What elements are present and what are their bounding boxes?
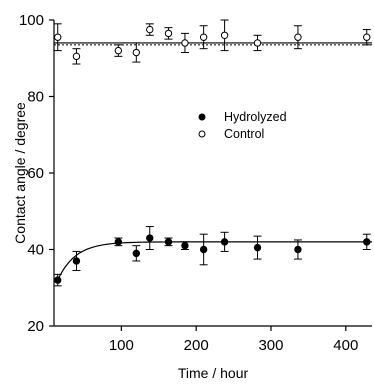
data-point-control (253, 34, 262, 52)
marker-control (294, 33, 302, 41)
marker-control (146, 25, 154, 34)
y-tick-label: 60 (27, 165, 44, 182)
data-point-hydrolyzed (253, 235, 262, 260)
data-point-control (145, 23, 154, 36)
ticks: 100 200 300 400 20 40 60 80 100 (19, 12, 358, 354)
y-tick-label: 40 (27, 242, 44, 259)
data-point-hydrolyzed (132, 245, 141, 262)
marker-hydrolyzed (72, 257, 81, 265)
x-tick-label: 400 (333, 337, 358, 354)
data-point-hydrolyzed (199, 233, 208, 266)
marker-hydrolyzed (181, 241, 189, 250)
data-point-control (362, 29, 371, 46)
data-point-control (293, 25, 302, 50)
reference-lines (54, 42, 372, 46)
marker-hydrolyzed (363, 238, 371, 246)
marker-hydrolyzed (132, 249, 141, 258)
marker-hydrolyzed (164, 238, 173, 246)
y-axis-title: Contact angle / degree (12, 102, 28, 244)
marker-hydrolyzed (199, 245, 208, 254)
fit-line (57, 241, 372, 281)
marker-control (72, 52, 81, 61)
data-point-control (114, 44, 123, 57)
marker-control (181, 39, 189, 47)
marker-control (54, 33, 62, 41)
legend: Hydrolyzed Control (198, 110, 287, 141)
marker-hydrolyzed (294, 245, 302, 254)
data-point-hydrolyzed (145, 226, 154, 250)
marker-control (363, 33, 371, 41)
data-point-hydrolyzed (114, 237, 123, 247)
marker-control (132, 48, 141, 57)
data-point-control (53, 23, 62, 52)
data-point-hydrolyzed (293, 239, 302, 260)
marker-control (220, 31, 229, 39)
marker-hydrolyzed (146, 234, 154, 242)
data-point-hydrolyzed (72, 250, 81, 272)
legend-label-control: Control (224, 127, 264, 141)
y-tick-label: 80 (27, 89, 44, 106)
data-point-hydrolyzed (362, 233, 371, 250)
marker-control (253, 39, 262, 47)
marker-control (114, 46, 123, 55)
data-point-hydrolyzed (180, 241, 189, 250)
data-point-control (72, 48, 81, 65)
data-point-hydrolyzed (164, 237, 173, 247)
x-axis-title: Time / hour (178, 365, 249, 381)
data-point-control (199, 25, 208, 50)
marker-hydrolyzed (114, 238, 123, 246)
marker-control (199, 33, 208, 41)
y-tick-label: 20 (27, 318, 44, 335)
data-point-control (132, 42, 141, 63)
x-tick-label: 300 (258, 337, 283, 354)
legend-marker-control (198, 130, 206, 138)
x-tick-label: 100 (109, 337, 134, 354)
y-tick-label: 100 (19, 12, 44, 29)
data-point-control (180, 32, 189, 54)
data-point-hydrolyzed (220, 231, 229, 252)
marker-control (164, 29, 173, 38)
data-point-control (164, 27, 173, 40)
data-point-hydrolyzed (53, 273, 62, 287)
legend-label-hydrolyzed: Hydrolyzed (224, 110, 287, 124)
marker-hydrolyzed (253, 243, 262, 252)
marker-hydrolyzed (220, 238, 229, 246)
data-point-control (220, 19, 229, 52)
legend-marker-hydrolyzed (198, 113, 206, 121)
x-tick-label: 200 (184, 337, 209, 354)
data-points (53, 19, 371, 287)
axes (53, 20, 372, 327)
fit-curve (57, 241, 372, 281)
marker-hydrolyzed (54, 276, 62, 284)
